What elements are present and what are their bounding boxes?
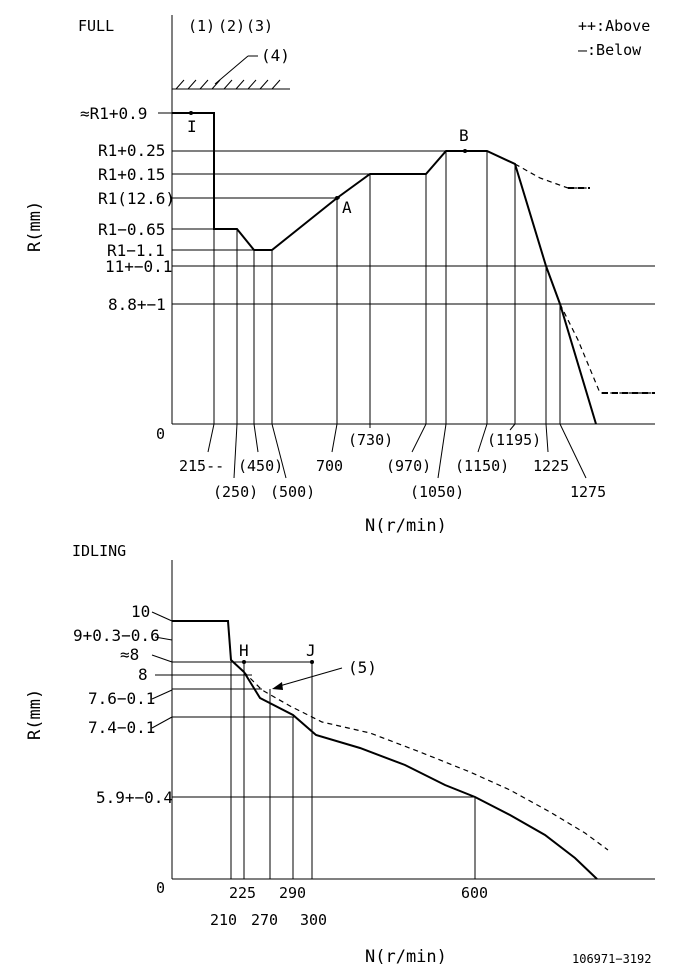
full-y-label-11: 11+−0.1 xyxy=(105,257,172,276)
full-upper-tolerance-curve-2 xyxy=(559,303,655,394)
full-x-label-700: 700 xyxy=(316,457,343,475)
marker-2: (2) xyxy=(218,17,245,35)
marker-1: (1) xyxy=(188,17,215,35)
idling-y-label-approx-8: ≈8 xyxy=(120,645,139,664)
full-point-i: I xyxy=(187,117,197,136)
stopper-hatch xyxy=(172,55,290,90)
full-x-label-970: (970) xyxy=(386,457,431,475)
full-y-label-8.8: 8.8+−1 xyxy=(108,295,166,314)
idling-upper-tolerance-curve xyxy=(243,671,609,851)
idling-x-label-225: 225 xyxy=(229,884,256,902)
full-x-label-450: (450) xyxy=(238,457,283,475)
idling-x-label-270: 270 xyxy=(251,911,278,929)
full-y-label-r1-0.25: R1+0.25 xyxy=(98,141,165,160)
full-y-label-r1-0.9: ≈R1+0.9 xyxy=(80,104,147,123)
idling-x-label-300: 300 xyxy=(300,911,327,929)
idling-characteristic-curve xyxy=(172,620,598,880)
idling-x-label-290: 290 xyxy=(279,884,306,902)
marker-3: (3) xyxy=(246,17,273,35)
idling-chart: IDLING R(mm) N(r/min) 0 10 9+0.3−0.6 ≈8 … xyxy=(25,542,655,967)
full-zero-label: 0 xyxy=(156,425,165,443)
idling-point-h: H xyxy=(239,641,249,660)
full-y-axis-title: R(mm) xyxy=(25,201,45,252)
legend-below: —:Below xyxy=(578,41,642,59)
full-x-label-1150: (1150) xyxy=(455,457,509,475)
idling-callout-5: (5) xyxy=(348,658,377,677)
hatch-label: (4) xyxy=(261,46,290,65)
full-x-label-1195: (1195) xyxy=(487,431,541,449)
idling-y-label-7.6: 7.6−0.1 xyxy=(88,689,155,708)
full-x-label-1275: 1275 xyxy=(570,483,606,501)
idling-y-label-8: 8 xyxy=(138,665,148,684)
idling-y-label-10: 10 xyxy=(131,602,150,621)
document-number: 106971−3192 xyxy=(572,952,651,966)
full-point-a: A xyxy=(342,198,352,217)
idling-y-label-5.9: 5.9+−0.4 xyxy=(96,788,173,807)
full-x-label-730: (730) xyxy=(348,431,393,449)
full-characteristic-curve xyxy=(172,112,597,425)
full-x-label-1050: (1050) xyxy=(410,483,464,501)
idling-point-j: J xyxy=(306,641,316,660)
full-title: FULL xyxy=(78,17,114,35)
full-x-label-1225: 1225 xyxy=(533,457,569,475)
idling-y-label-9: 9+0.3−0.6 xyxy=(73,626,160,645)
idling-x-axis-title: N(r/min) xyxy=(365,947,447,967)
full-x-label-215: 215-- xyxy=(179,457,224,475)
full-upper-tolerance-curve-1 xyxy=(514,163,590,189)
full-x-label-250: (250) xyxy=(213,483,258,501)
full-y-label-r1-m0.65: R1−0.65 xyxy=(98,220,165,239)
idling-y-label-7.4: 7.4−0.1 xyxy=(88,718,155,737)
full-chart: FULL (1) (2) (3) ++:Above —:Below (4) R(… xyxy=(25,15,655,536)
idling-x-label-210: 210 xyxy=(210,911,237,929)
idling-x-label-600: 600 xyxy=(461,884,488,902)
full-y-label-r1: R1(12.6) xyxy=(98,189,175,208)
full-x-label-500: (500) xyxy=(270,483,315,501)
full-point-b: B xyxy=(459,126,469,145)
idling-zero-label: 0 xyxy=(156,879,165,897)
full-x-axis-title: N(r/min) xyxy=(365,516,447,536)
full-y-label-r1-m1.1: R1−1.1 xyxy=(107,241,165,260)
full-y-label-r1-0.15: R1+0.15 xyxy=(98,165,165,184)
idling-title: IDLING xyxy=(72,542,126,560)
idling-y-axis-title: R(mm) xyxy=(25,689,45,740)
legend-above: ++:Above xyxy=(578,17,650,35)
